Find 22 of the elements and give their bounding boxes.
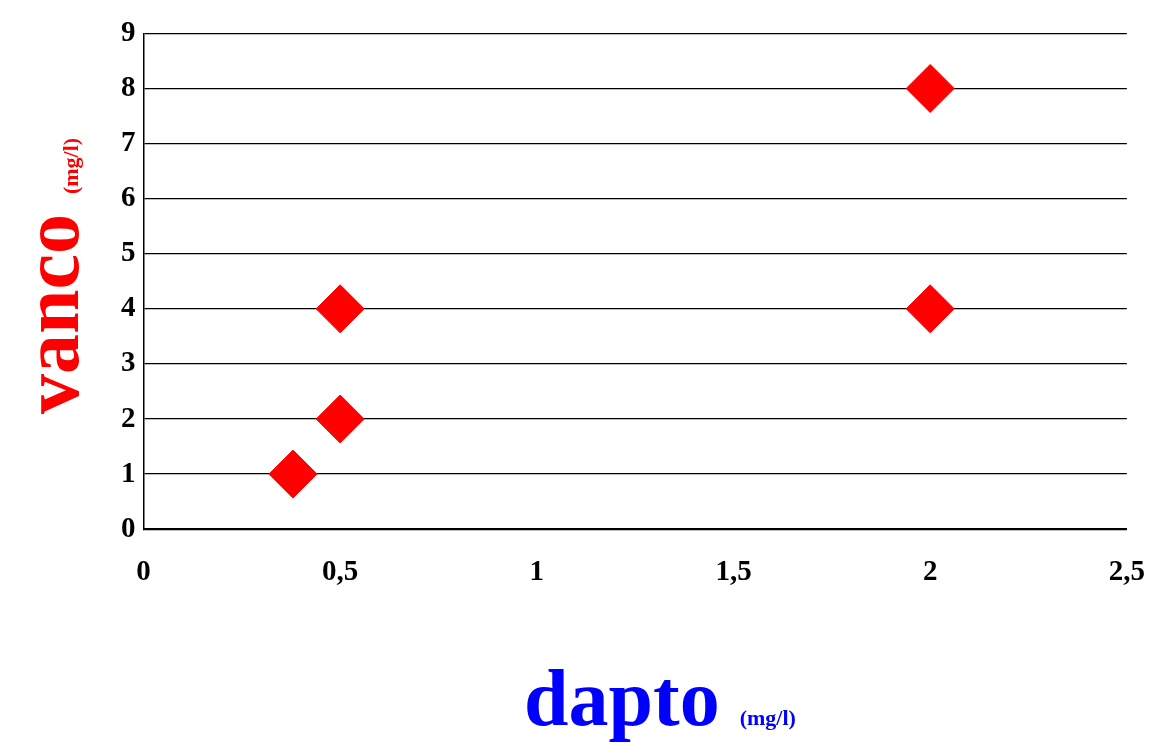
y-tick-label: 1 xyxy=(121,455,136,488)
y-axis-title: vanco (mg/l) xyxy=(6,137,95,415)
point xyxy=(315,394,365,444)
point xyxy=(268,449,318,499)
x-tick-label: 1 xyxy=(529,554,545,587)
x-tick-label: 2,5 xyxy=(1108,554,1145,587)
y-tick-label: 0 xyxy=(121,510,136,543)
y-tick-label: 4 xyxy=(121,290,136,323)
point xyxy=(315,284,365,334)
y-tick-label: 2 xyxy=(121,400,136,433)
y-tick-label: 5 xyxy=(121,235,136,268)
x-tick-label: 1,5 xyxy=(715,554,752,587)
y-tick-label: 7 xyxy=(121,125,136,158)
y-tick-label: 9 xyxy=(121,14,136,47)
y-tick-label: 3 xyxy=(121,345,136,378)
point xyxy=(905,63,955,113)
x-tick-label: 2 xyxy=(922,554,938,587)
x-tick-label: 0,5 xyxy=(322,554,359,587)
y-tick-label: 6 xyxy=(121,180,136,213)
x-axis-title: dapto (mg/l) xyxy=(524,653,796,742)
y-tick-label: 8 xyxy=(121,69,136,102)
point xyxy=(905,284,955,334)
